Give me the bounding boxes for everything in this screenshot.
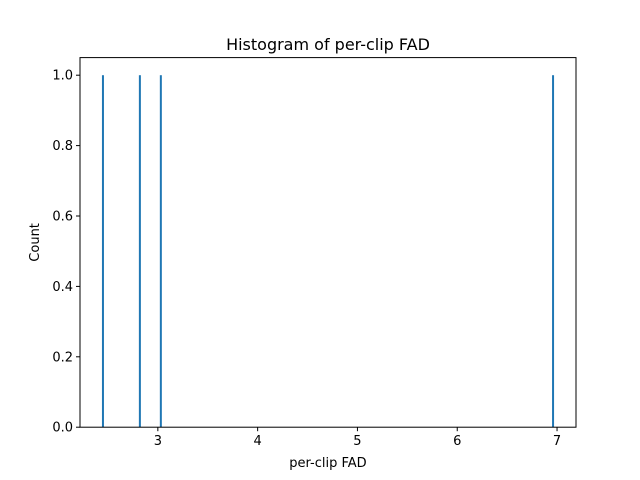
x-tick-label: 3 bbox=[154, 434, 162, 449]
histogram-bar-2 bbox=[138, 75, 141, 428]
x-axis-label: per-clip FAD bbox=[289, 456, 366, 471]
x-tick-label: 5 bbox=[353, 434, 361, 449]
y-tick-label: 0.4 bbox=[52, 280, 73, 295]
y-tick-label: 1.0 bbox=[52, 69, 73, 84]
x-ticks-group: 3 4 5 6 7 bbox=[154, 427, 561, 449]
plot-frame bbox=[79, 57, 577, 428]
y-tick-label: 0.2 bbox=[52, 350, 73, 365]
bars-group bbox=[101, 75, 555, 428]
x-tick-label: 6 bbox=[453, 434, 461, 449]
histogram-bar-4 bbox=[552, 75, 555, 428]
y-axis-label: Count bbox=[28, 223, 43, 262]
chart-title: Histogram of per-clip FAD bbox=[226, 35, 430, 54]
histogram-bar-3 bbox=[159, 75, 162, 428]
y-ticks-group: 0.0 0.2 0.4 0.6 0.8 1.0 bbox=[52, 69, 80, 436]
y-tick-label: 0.6 bbox=[52, 210, 73, 225]
x-tick-label: 4 bbox=[254, 434, 262, 449]
x-tick-label: 7 bbox=[553, 434, 561, 449]
y-tick-label: 0.0 bbox=[52, 421, 73, 436]
y-tick-label: 0.8 bbox=[52, 139, 73, 154]
histogram-bar-1 bbox=[101, 75, 104, 428]
